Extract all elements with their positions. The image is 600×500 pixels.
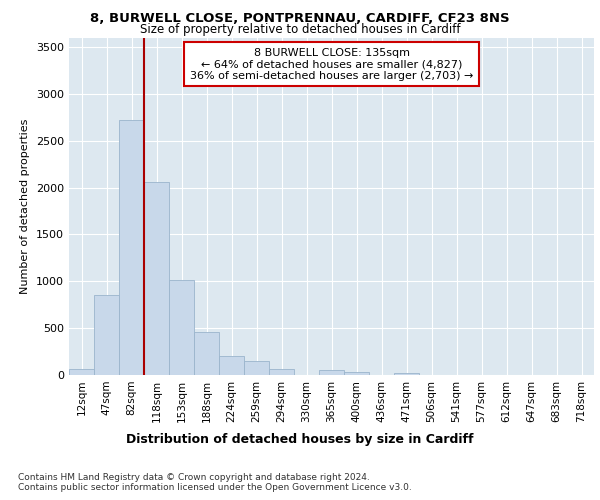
Text: Size of property relative to detached houses in Cardiff: Size of property relative to detached ho… <box>140 22 460 36</box>
Bar <box>319 370 344 375</box>
Bar <box>344 372 369 375</box>
Bar <box>194 332 219 375</box>
Text: 8 BURWELL CLOSE: 135sqm
← 64% of detached houses are smaller (4,827)
36% of semi: 8 BURWELL CLOSE: 135sqm ← 64% of detache… <box>190 48 473 81</box>
Y-axis label: Number of detached properties: Number of detached properties <box>20 118 31 294</box>
Bar <box>169 280 194 375</box>
Bar <box>269 369 294 375</box>
Text: Contains HM Land Registry data © Crown copyright and database right 2024.
Contai: Contains HM Land Registry data © Crown c… <box>18 472 412 492</box>
Text: Distribution of detached houses by size in Cardiff: Distribution of detached houses by size … <box>126 432 474 446</box>
Bar <box>219 356 244 375</box>
Bar <box>394 373 419 375</box>
Bar <box>94 296 119 375</box>
Bar <box>244 361 269 375</box>
Bar <box>69 369 94 375</box>
Bar <box>119 120 144 375</box>
Bar <box>144 182 169 375</box>
Text: 8, BURWELL CLOSE, PONTPRENNAU, CARDIFF, CF23 8NS: 8, BURWELL CLOSE, PONTPRENNAU, CARDIFF, … <box>90 12 510 26</box>
